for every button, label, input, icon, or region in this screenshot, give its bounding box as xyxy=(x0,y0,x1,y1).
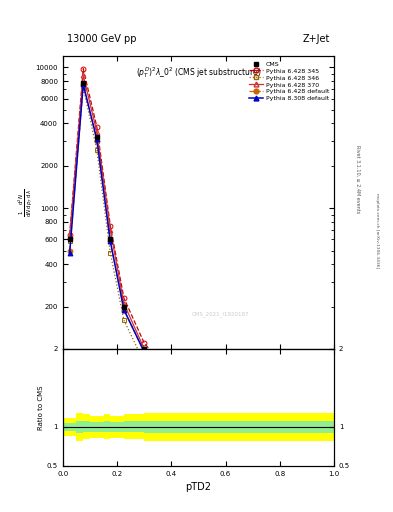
Text: $(p_T^D)^2\lambda\_0^2$ (CMS jet substructure): $(p_T^D)^2\lambda\_0^2$ (CMS jet substru… xyxy=(136,65,261,80)
Y-axis label: Ratio to CMS: Ratio to CMS xyxy=(38,385,44,430)
X-axis label: pTD2: pTD2 xyxy=(185,482,211,493)
Y-axis label: $\frac{1}{\mathrm{d}N} \frac{\mathrm{d}^2N}{\mathrm{d}\, p_T \, \mathrm{d}\, \la: $\frac{1}{\mathrm{d}N} \frac{\mathrm{d}^… xyxy=(16,188,34,217)
Text: mcplots.cern.ch [arXiv:1306.3436]: mcplots.cern.ch [arXiv:1306.3436] xyxy=(375,193,379,268)
Text: Z+Jet: Z+Jet xyxy=(303,33,330,44)
Text: 13000 GeV pp: 13000 GeV pp xyxy=(67,33,136,44)
Text: CMS_2021_I1920187: CMS_2021_I1920187 xyxy=(191,311,249,316)
Text: Rivet 3.1.10, ≥ 2.4M events: Rivet 3.1.10, ≥ 2.4M events xyxy=(355,145,360,214)
Legend: CMS, Pythia 6.428 345, Pythia 6.428 346, Pythia 6.428 370, Pythia 6.428 default,: CMS, Pythia 6.428 345, Pythia 6.428 346,… xyxy=(248,59,331,103)
